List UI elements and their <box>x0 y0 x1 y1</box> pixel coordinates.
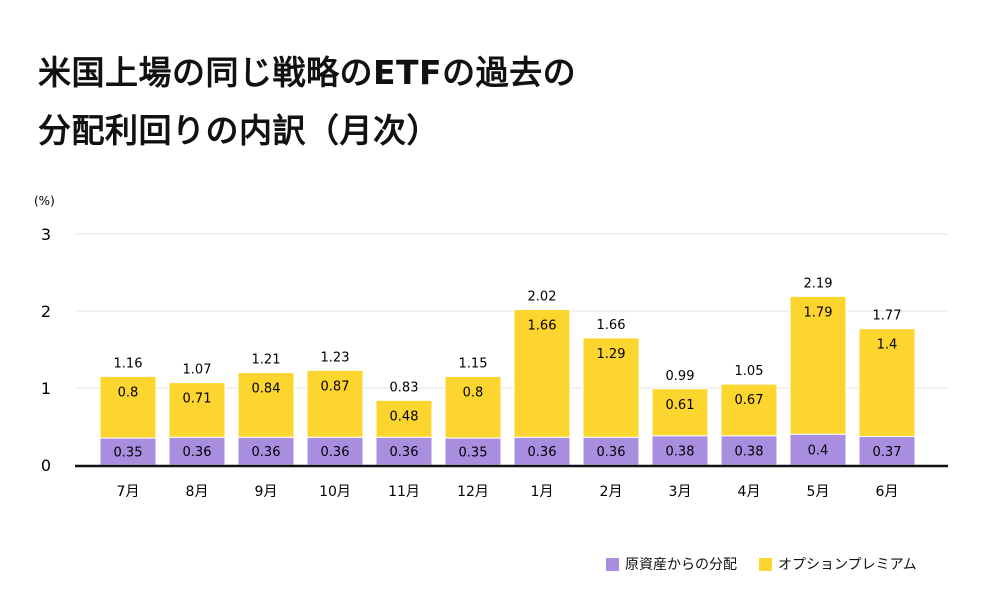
x-tick-label: 10月 <box>319 484 351 500</box>
y-tick-label: 1 <box>41 379 51 398</box>
bar-segment-premium <box>237 372 295 438</box>
data-label: 0.36 <box>597 445 626 460</box>
data-label: 0.37 <box>873 445 902 460</box>
data-label: 0.35 <box>114 446 143 461</box>
data-label: 0.36 <box>321 445 350 460</box>
bar-segment-premium <box>168 382 226 438</box>
x-tick-label: 11月 <box>388 484 420 500</box>
bar-segment-premium <box>582 337 640 438</box>
total-label: 1.15 <box>459 356 488 371</box>
legend-label: 原資産からの分配 <box>625 557 737 573</box>
total-label: 0.99 <box>666 369 695 384</box>
data-label: 0.84 <box>252 382 281 397</box>
title-line-1: 米国上場の同じ戦略のETFの過去の <box>38 53 577 92</box>
x-tick-label: 8月 <box>186 484 209 500</box>
x-tick-label: 12月 <box>457 484 489 500</box>
data-label: 1.29 <box>597 347 626 362</box>
total-label: 1.23 <box>321 350 350 365</box>
data-label: 0.38 <box>666 444 695 459</box>
x-tick-label: 1月 <box>531 484 554 500</box>
total-label: 0.83 <box>390 380 419 395</box>
data-label: 0.36 <box>183 445 212 460</box>
data-label: 0.4 <box>808 444 829 459</box>
x-tick-label: 3月 <box>669 484 692 500</box>
bar-segment-premium <box>858 328 916 438</box>
data-label: 0.35 <box>459 446 488 461</box>
bar-segment-premium <box>306 369 364 438</box>
data-label: 1.79 <box>804 305 833 320</box>
data-label: 0.36 <box>390 445 419 460</box>
data-label: 0.61 <box>666 398 695 413</box>
legend-item-premium: オプションプレミアム <box>759 554 917 574</box>
bar-segment-underlying <box>651 435 709 466</box>
total-label: 1.07 <box>183 363 212 378</box>
data-label: 0.36 <box>252 445 281 460</box>
legend-swatch <box>759 557 772 571</box>
data-label: 1.4 <box>877 338 898 353</box>
legend-label: オプションプレミアム <box>778 557 917 573</box>
total-label: 1.16 <box>114 356 143 371</box>
data-label: 0.87 <box>321 379 350 394</box>
data-label: 0.67 <box>735 393 764 408</box>
total-label: 1.21 <box>252 353 281 368</box>
total-label: 2.02 <box>528 289 557 304</box>
y-tick-label: 0 <box>41 456 51 475</box>
total-label: 2.19 <box>804 276 833 291</box>
data-label: 1.66 <box>528 318 557 333</box>
data-label: 0.36 <box>528 445 557 460</box>
data-label: 0.8 <box>118 385 139 400</box>
y-tick-label: 2 <box>41 302 51 321</box>
data-label: 0.71 <box>183 392 212 407</box>
bar-segment-underlying <box>375 436 433 466</box>
bar-segment-premium <box>720 383 778 437</box>
y-axis-unit: (%) <box>34 194 55 208</box>
bar-segment-premium <box>513 308 571 438</box>
title-line-2: 分配利回りの内訳（月次） <box>38 111 440 150</box>
x-tick-label: 4月 <box>738 484 761 500</box>
bar-segment-underlying <box>858 436 916 466</box>
x-tick-label: 9月 <box>255 484 278 500</box>
total-label: 1.77 <box>873 309 902 324</box>
data-label: 0.48 <box>390 409 419 424</box>
x-tick-label: 5月 <box>807 484 830 500</box>
bar-segment-underlying <box>582 436 640 466</box>
chart-title: 米国上場の同じ戦略のETFの過去の 分配利回りの内訳（月次） <box>38 44 576 160</box>
bar-segment-premium <box>444 375 502 439</box>
bar-segment-premium <box>99 375 157 439</box>
total-label: 1.05 <box>735 364 764 379</box>
data-label: 0.38 <box>735 444 764 459</box>
legend-swatch <box>606 557 619 571</box>
legend: 原資産からの分配 オプションプレミアム <box>606 554 917 574</box>
data-label: 0.8 <box>463 385 484 400</box>
x-tick-label: 2月 <box>600 484 623 500</box>
x-tick-label: 6月 <box>876 484 899 500</box>
bar-segment-premium <box>375 399 433 438</box>
bar-segment-underlying <box>720 435 778 466</box>
bar-segment-premium <box>651 388 709 437</box>
y-tick-label: 3 <box>41 225 51 244</box>
legend-item-underlying: 原資産からの分配 <box>606 554 737 574</box>
total-label: 1.66 <box>597 318 626 333</box>
x-tick-label: 7月 <box>117 484 140 500</box>
bar-segment-premium <box>789 295 847 435</box>
